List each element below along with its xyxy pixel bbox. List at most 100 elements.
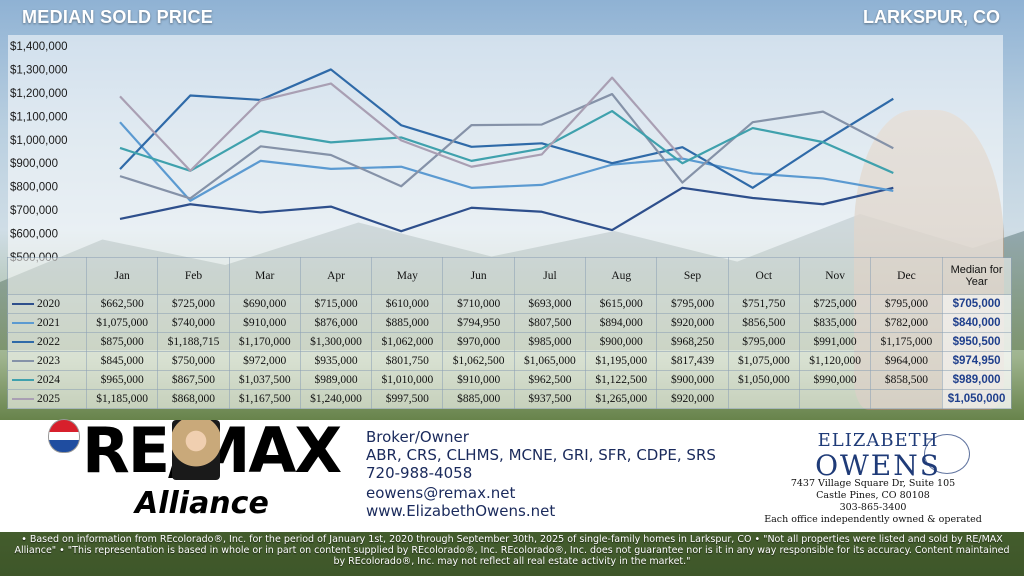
month-header: Jan (85, 257, 159, 295)
table-body: 2020 $662,500 $725,000 $690,000 $715,000 $610… (7, 294, 1012, 409)
data-cell: $662,500 (85, 294, 159, 314)
month-header: Oct (727, 257, 800, 295)
data-cell: $710,000 (442, 294, 515, 314)
annual-cell: $705,000 (941, 294, 1012, 314)
line-chart: $500,000$600,000$700,000$800,000$900,000… (8, 35, 1003, 264)
data-cell: $972,000 (228, 351, 301, 371)
data-cell: $991,000 (798, 332, 872, 352)
y-tick-label: $900,000 (10, 158, 58, 170)
annual-value: $1,050,000 (947, 393, 1006, 405)
location-label: LARKSPUR, CO (862, 7, 1000, 27)
data-cell: $858,500 (870, 370, 943, 390)
contact-website[interactable]: www.ElizabethOwens.net (366, 502, 556, 520)
data-cell: $1,062,000 (371, 332, 444, 352)
y-tick-label: $1,300,000 (10, 64, 68, 76)
agent-first-name: ELIZABETH (817, 430, 939, 451)
disclaimer-text: • Based on information from REcolorado®,… (0, 532, 1024, 576)
annual-header: Median for Year (941, 257, 1012, 295)
chart-title: MEDIAN SOLD PRICE (22, 7, 214, 27)
data-cell: $876,000 (299, 313, 373, 333)
data-cell: $989,000 (299, 370, 373, 390)
series-label: 2020 (7, 294, 87, 314)
annual-cell: $840,000 (941, 313, 1012, 333)
table-row: 2022 $875,000 $1,188,715 $1,170,000 $1,300,0… (7, 332, 1012, 352)
data-cell: $1,120,000 (798, 351, 872, 371)
data-cell: $1,265,000 (585, 389, 658, 409)
data-cell: $782,000 (870, 313, 943, 333)
data-cell: $875,000 (85, 332, 159, 352)
month-header: Feb (157, 257, 230, 295)
table-row: 2025 $1,185,000 $868,000 $1,167,500 $1,240,0… (7, 389, 1012, 409)
data-cell: $610,000 (371, 294, 444, 314)
series-line-2023 (119, 92, 894, 200)
series-label: 2023 (7, 351, 87, 371)
data-cell: $690,000 (228, 294, 301, 314)
data-cell: $1,300,000 (299, 332, 373, 352)
data-cell: $910,000 (442, 370, 515, 390)
data-table: Jan Feb Mar Apr May Jun Jul Aug Sep Oct Nov Dec Medi… (7, 257, 1012, 409)
month-header: Mar (228, 257, 301, 295)
data-cell: $817,439 (656, 351, 729, 371)
agent-last-name: OWENS (815, 449, 941, 482)
contact-phone[interactable]: 720-988-4058 (366, 464, 473, 482)
data-cell: $970,000 (442, 332, 515, 352)
contact-block: Broker/Owner ABR, CRS, CLHMS, MCNE, GRI,… (366, 428, 716, 520)
data-cell: $1,195,000 (585, 351, 658, 371)
data-cell: $1,050,000 (727, 370, 800, 390)
data-cell: $1,075,000 (85, 313, 159, 333)
office-note: Each office independently owned & operat… (764, 514, 982, 525)
office-address-line1: 7437 Village Square Dr, Suite 105 (790, 478, 956, 489)
data-cell: $1,167,500 (228, 389, 301, 409)
contact-email[interactable]: eowens@remax.net (366, 484, 516, 502)
month-header: Jun (442, 257, 515, 295)
series-label: 2022 (7, 332, 87, 352)
data-cell (798, 389, 872, 409)
y-tick-label: $1,200,000 (10, 88, 68, 100)
series-line-2021 (119, 121, 894, 202)
annual-cell: $989,000 (941, 370, 1012, 390)
data-cell: $807,500 (513, 313, 587, 333)
annual-value: $950,500 (952, 336, 1001, 348)
legend-swatch-icon (12, 398, 34, 401)
data-cell: $900,000 (585, 332, 658, 352)
y-tick-label: $1,000,000 (10, 135, 68, 147)
data-cell: $725,000 (157, 294, 230, 314)
annual-cell: $1,050,000 (941, 389, 1012, 409)
data-cell: $835,000 (798, 313, 872, 333)
data-cell: $795,000 (870, 294, 943, 314)
y-tick-label: $1,400,000 (10, 41, 68, 53)
annual-cell: $974,950 (941, 351, 1012, 371)
table-header-row: Jan Feb Mar Apr May Jun Jul Aug Sep Oct Nov Dec Medi… (7, 257, 1012, 295)
data-cell: $693,000 (513, 294, 587, 314)
y-tick-label: $800,000 (10, 182, 58, 194)
data-cell: $910,000 (228, 313, 301, 333)
data-cell: $900,000 (656, 370, 729, 390)
data-cell (870, 389, 943, 409)
data-cell: $751,750 (727, 294, 800, 314)
office-address-line2: Castle Pines, CO 80108 (816, 490, 930, 501)
data-cell: $1,122,500 (585, 370, 658, 390)
data-cell: $856,500 (727, 313, 800, 333)
data-cell: $795,000 (727, 332, 800, 352)
data-cell: $801,750 (371, 351, 444, 371)
data-cell: $868,000 (157, 389, 230, 409)
y-tick-label: $1,100,000 (10, 111, 68, 123)
plot-area (8, 35, 1003, 258)
balloon-logo-icon (48, 419, 80, 453)
annual-value: $974,950 (952, 355, 1001, 367)
series-line-2025 (119, 76, 684, 172)
data-cell: $1,075,000 (727, 351, 800, 371)
data-cell: $990,000 (798, 370, 872, 390)
data-cell: $997,500 (371, 389, 444, 409)
data-cell: $1,175,000 (870, 332, 943, 352)
data-cell: $794,950 (442, 313, 515, 333)
data-cell: $1,065,000 (513, 351, 587, 371)
series-line-2024 (119, 109, 894, 174)
annual-value: $705,000 (952, 298, 1001, 310)
data-cell: $885,000 (371, 313, 444, 333)
data-cell: $962,500 (513, 370, 587, 390)
month-header: Jul (513, 257, 587, 295)
monogram-icon (924, 434, 970, 474)
table-row: 2021 $1,075,000 $740,000 $910,000 $876,000 $8… (7, 313, 1012, 333)
data-cell: $965,000 (85, 370, 159, 390)
